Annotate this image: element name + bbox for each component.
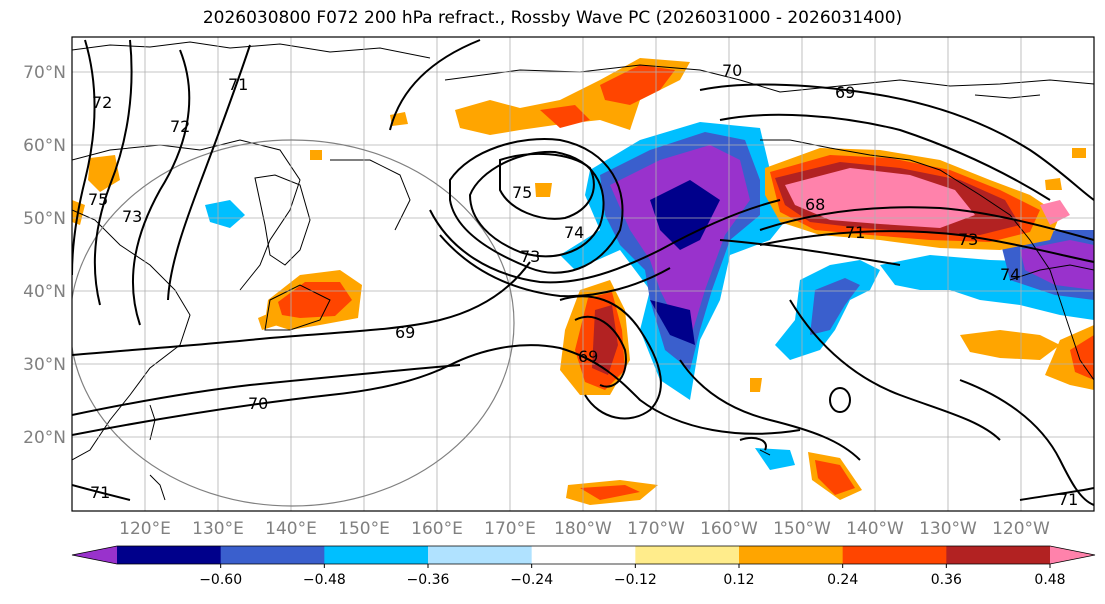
- lat-label: 30°N: [23, 355, 66, 375]
- negative-anomaly-fill: [205, 122, 1094, 470]
- lon-label: 130°W: [919, 519, 977, 539]
- lon-label: 150°E: [338, 519, 390, 539]
- lon-label: 150°W: [773, 519, 831, 539]
- graticule: [72, 37, 1094, 511]
- lat-label: 60°N: [23, 136, 66, 156]
- map-frame: [71, 36, 1095, 512]
- contour-label: 69: [835, 83, 855, 102]
- colorbar-tick-label: −0.12: [614, 572, 657, 588]
- contour-label: 69: [578, 347, 598, 366]
- colorbar-swatch: [531, 546, 636, 564]
- contour-label: 73: [122, 207, 142, 226]
- contour-label: 73: [958, 230, 978, 249]
- colorbar-tick-label: −0.36: [407, 572, 450, 588]
- colorbar-swatch: [842, 546, 947, 564]
- colorbar: −0.60 −0.48 −0.36 −0.24 −0.12 0.12 0.24 0.36 0.4…: [71, 545, 1096, 588]
- contour-label: 73: [520, 247, 540, 266]
- latitude-labels: 70°N 60°N 50°N 40°N 30°N 20°N: [23, 63, 66, 448]
- contour-label: 71: [90, 483, 110, 502]
- lat-label: 20°N: [23, 428, 66, 448]
- lon-label: 140°W: [846, 519, 904, 539]
- lon-label: 160°E: [411, 519, 463, 539]
- contour-label: 69: [395, 323, 415, 342]
- contour-label: 75: [512, 183, 532, 202]
- lat-label: 40°N: [23, 282, 66, 302]
- contour-label: 71: [1058, 490, 1078, 509]
- lat-label: 70°N: [23, 63, 66, 83]
- lon-label: 140°E: [265, 519, 317, 539]
- contour-label: 71: [228, 75, 248, 94]
- colorbar-tick-label: −0.24: [510, 572, 553, 588]
- coastlines: [72, 41, 1094, 501]
- colorbar-extend-max: [1050, 546, 1095, 564]
- colorbar-swatch: [946, 546, 1051, 564]
- colorbar-tick-label: 0.48: [1034, 572, 1065, 588]
- colorbar-tick-label: −0.48: [303, 572, 346, 588]
- colorbar-swatch: [635, 546, 740, 564]
- lon-label: 180°W: [554, 519, 612, 539]
- lon-label: 170°E: [484, 519, 536, 539]
- colorbar-tick-label: 0.24: [827, 572, 858, 588]
- map-plot-area: 72 71 72 75 73 75 74 73 69 70 69 69 68 7…: [72, 37, 1094, 511]
- contour-label: 70: [722, 61, 742, 80]
- contour-label: 70: [248, 394, 268, 413]
- contour-label: 74: [1000, 265, 1020, 284]
- colorbar-extend-min: [72, 546, 117, 564]
- domain-circle: [72, 139, 515, 507]
- contour-label: 72: [170, 117, 190, 136]
- colorbar-outline: [71, 545, 1096, 565]
- contour-label: 75: [88, 190, 108, 209]
- refractivity-contours: [72, 39, 1094, 506]
- lon-label: 130°E: [192, 519, 244, 539]
- colorbar-tick-label: 0.12: [723, 572, 754, 588]
- contour-label: 68: [805, 195, 825, 214]
- colorbar-tick-label: −0.60: [199, 572, 242, 588]
- lon-label: 170°W: [627, 519, 685, 539]
- contour-label: 74: [564, 223, 584, 242]
- contour-label: 71: [845, 223, 865, 242]
- contour-label: 72: [92, 93, 112, 112]
- lat-label: 50°N: [23, 209, 66, 229]
- lon-label: 120°W: [992, 519, 1050, 539]
- colorbar-tick-label: 0.36: [931, 572, 962, 588]
- lon-label: 120°E: [119, 519, 171, 539]
- colorbar-swatch: [220, 546, 325, 564]
- lon-label: 160°W: [700, 519, 758, 539]
- contour-labels: 72 71 72 75 73 75 74 73 69 70 69 69 68 7…: [88, 61, 1078, 509]
- longitude-labels: 120°E 130°E 140°E 150°E 160°E 170°E 180°…: [119, 519, 1050, 539]
- colorbar-swatch: [739, 546, 844, 564]
- colorbar-swatch: [117, 546, 222, 564]
- colorbar-swatch: [428, 546, 533, 564]
- colorbar-swatch: [324, 546, 429, 564]
- map-title: 2026030800 F072 200 hPa refract., Rossby…: [202, 8, 903, 28]
